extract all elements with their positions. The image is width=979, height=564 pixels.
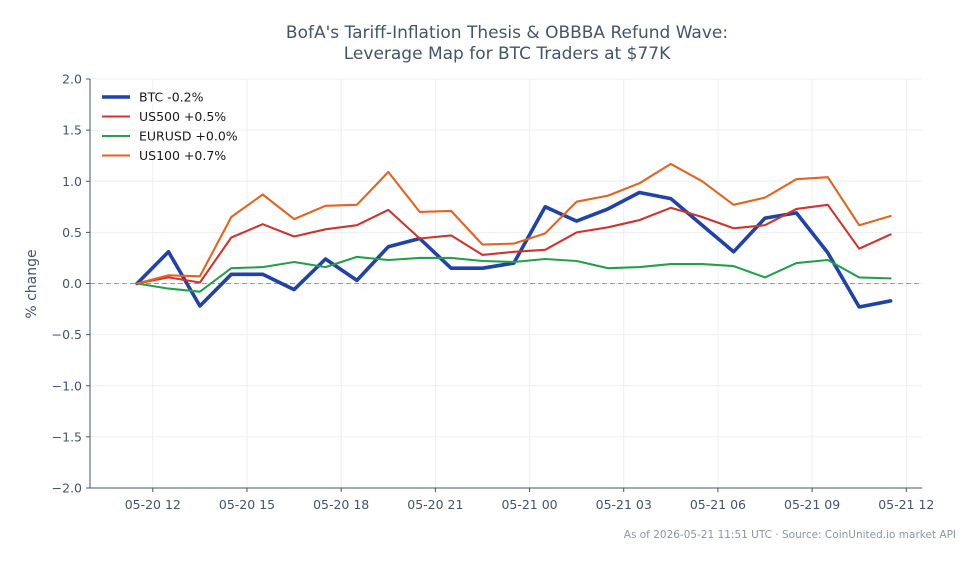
chart-title: BofA's Tariff-Inflation Thesis & OBBBA R… — [286, 23, 728, 43]
x-tick-label: 05-21 03 — [596, 497, 652, 512]
y-tick-label: 1.0 — [62, 174, 82, 189]
y-tick-label: −1.5 — [52, 429, 82, 444]
footer-source: As of 2026-05-21 11:51 UTC · Source: Coi… — [624, 529, 956, 541]
y-tick-label: −0.5 — [52, 327, 82, 342]
y-tick-label: −2.0 — [52, 481, 82, 496]
chart-subtitle: Leverage Map for BTC Traders at $77K — [344, 44, 671, 64]
x-tick-label: 05-20 15 — [219, 497, 275, 512]
series-line-0 — [135, 190, 893, 309]
series-line-3 — [136, 162, 892, 285]
legend: BTC -0.2% US500 +0.5% EURUSD +0.0% US100 +0… — [102, 90, 238, 163]
y-axis-label: % change — [24, 249, 40, 318]
series-line-1 — [136, 203, 892, 285]
x-tick-label: 05-21 12 — [878, 497, 934, 512]
y-tick-label: 0.5 — [62, 225, 82, 240]
x-tick-label: 05-20 12 — [125, 497, 181, 512]
series-line-2 — [136, 255, 892, 293]
legend-label: EURUSD +0.0% — [139, 129, 238, 144]
x-axis-ticks: 05-20 12 05-20 15 05-20 18 05-20 21 05-21 00… — [125, 488, 934, 512]
y-tick-label: −1.0 — [52, 378, 82, 393]
legend-label: US500 +0.5% — [139, 109, 226, 124]
y-tick-label: 2.0 — [62, 72, 82, 87]
series-lines — [135, 162, 893, 309]
x-tick-label: 05-21 00 — [501, 497, 557, 512]
x-tick-label: 05-21 06 — [690, 497, 746, 512]
legend-label: BTC -0.2% — [139, 90, 204, 105]
x-tick-label: 05-20 18 — [313, 497, 369, 512]
y-axis-ticks: 2.0 1.5 1.0 0.5 0.0 −0.5 −1.0 −1.5 −2.0 — [52, 72, 90, 496]
y-tick-label: 0.0 — [62, 276, 82, 291]
x-tick-label: 05-21 09 — [784, 497, 840, 512]
legend-label: US100 +0.7% — [139, 148, 226, 163]
x-tick-label: 05-20 21 — [407, 497, 463, 512]
y-tick-label: 1.5 — [62, 123, 82, 138]
